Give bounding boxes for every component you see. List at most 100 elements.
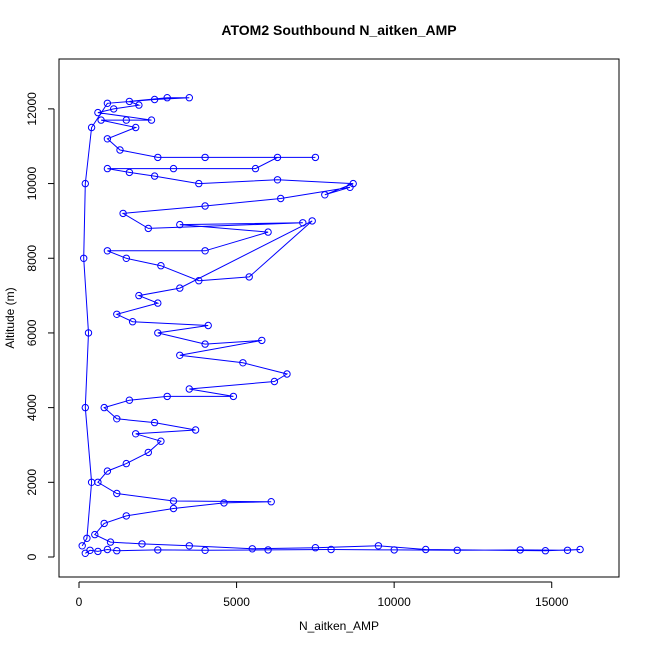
data-point [135, 101, 143, 109]
data-point [103, 164, 112, 173]
x-axis: 0 5000 10000 15000 [76, 581, 569, 609]
data-point [150, 95, 159, 104]
data-point [138, 540, 146, 548]
data-point [185, 385, 194, 393]
plot-frame [58, 58, 620, 578]
data-point [195, 179, 203, 188]
data-point [157, 262, 165, 270]
data-point [185, 94, 194, 102]
y-tick-label: 8000 [25, 245, 39, 272]
data-point [299, 219, 307, 227]
data-point [220, 499, 228, 507]
data-point [541, 547, 550, 555]
data-point [349, 179, 357, 188]
data-point [311, 153, 320, 162]
data-point [169, 504, 178, 513]
data-point [113, 489, 121, 498]
data-point [516, 546, 524, 554]
y-tick-label: 2000 [25, 469, 39, 496]
data-point [94, 108, 102, 117]
data-point [201, 247, 209, 255]
data-point [135, 291, 143, 300]
data-point [150, 418, 159, 427]
data-point [103, 545, 112, 554]
data-point [113, 415, 121, 423]
data-point [132, 430, 140, 438]
data-point [201, 202, 209, 210]
data-point [270, 377, 279, 386]
data-point [81, 403, 90, 412]
series-layer [78, 94, 584, 557]
x-tick-label: 15000 [535, 595, 569, 609]
x-tick-label: 5000 [223, 595, 250, 609]
data-point [132, 123, 140, 132]
data-point [201, 340, 209, 348]
data-point [103, 467, 112, 475]
data-point [80, 254, 88, 262]
data-point [110, 105, 118, 113]
data-point [103, 135, 112, 143]
data-point [422, 545, 430, 554]
data-point [576, 545, 584, 554]
y-tick-label: 4000 [25, 394, 39, 421]
y-axis-label: Altitude (m) [3, 287, 17, 348]
data-point [311, 544, 320, 552]
data-point [176, 351, 184, 359]
data-point [91, 530, 99, 539]
data-point [154, 299, 162, 307]
data-point [106, 538, 115, 546]
data-point [163, 94, 171, 102]
data-point [277, 194, 285, 203]
data-point [150, 172, 159, 180]
data-point [321, 191, 329, 199]
data-point [100, 519, 108, 528]
y-tick-label: 0 [25, 553, 39, 560]
data-point [390, 546, 398, 554]
data-point [191, 426, 200, 434]
data-point [113, 310, 121, 318]
data-point [264, 228, 272, 236]
data-point [267, 498, 275, 506]
data-point [201, 153, 209, 162]
data-point [97, 116, 105, 124]
data-point [176, 220, 184, 229]
data-point [308, 217, 316, 225]
data-point [204, 321, 212, 330]
data-point [176, 284, 184, 292]
data-point [154, 329, 162, 337]
data-point [169, 497, 178, 505]
data-point [78, 542, 86, 550]
data-point [258, 336, 266, 345]
data-point [251, 164, 260, 173]
y-tick-label: 6000 [25, 319, 39, 346]
data-point [239, 359, 247, 367]
data-point [113, 547, 121, 555]
data-point [81, 179, 90, 188]
y-tick-label: 12000 [25, 92, 39, 126]
data-point [273, 153, 282, 162]
data-point [163, 392, 171, 401]
data-point [87, 123, 96, 132]
data-point [87, 478, 96, 486]
data-point [128, 318, 137, 326]
data-point [125, 168, 134, 177]
y-axis: 0 2000 4000 6000 8000 10000 12000 [25, 92, 55, 560]
data-point [169, 164, 178, 173]
data-point [122, 459, 131, 468]
data-point [83, 534, 91, 542]
chart-title: ATOM2 Southbound N_aitken_AMP [221, 22, 456, 38]
data-point [144, 224, 153, 233]
data-point [453, 546, 461, 554]
data-point [122, 116, 131, 124]
data-point [563, 546, 572, 554]
data-point [154, 546, 162, 554]
x-tick-label: 10000 [377, 595, 411, 609]
data-point [122, 254, 131, 262]
data-point [201, 546, 209, 554]
data-point [100, 403, 108, 412]
data-point [248, 545, 257, 553]
data-point [125, 97, 134, 106]
data-point [94, 547, 102, 556]
y-tick-label: 10000 [25, 167, 39, 201]
